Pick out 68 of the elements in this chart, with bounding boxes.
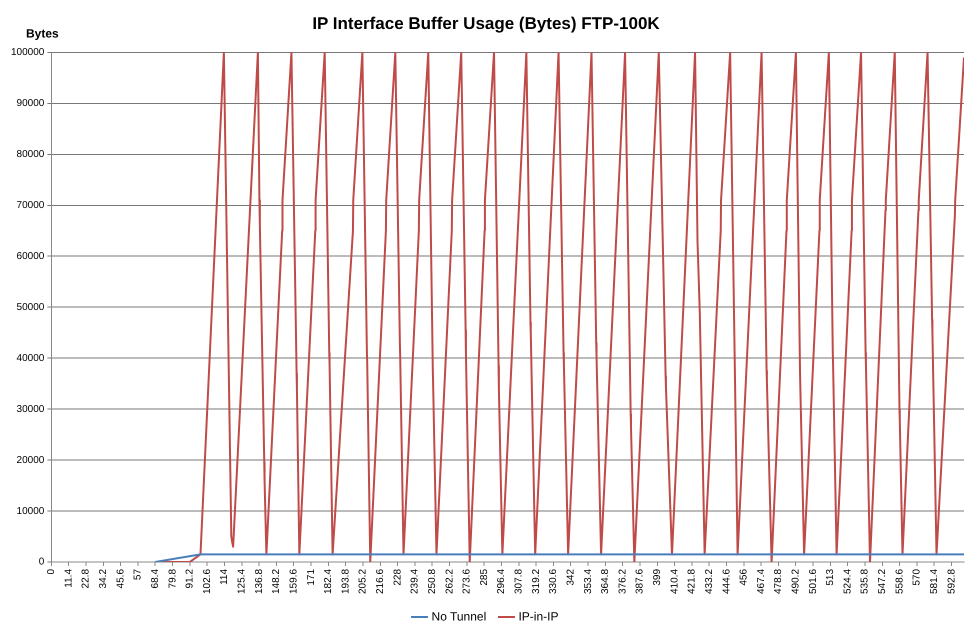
x-tick-label: 11.4 bbox=[63, 568, 74, 588]
x-tick-label: 399 bbox=[652, 568, 664, 586]
x-tick-label: 91.2 bbox=[184, 568, 196, 588]
x-tick-label: 444.6 bbox=[721, 568, 732, 594]
x-tick-label: 34.2 bbox=[98, 568, 110, 588]
x-tick-label: 342 bbox=[565, 568, 576, 586]
x-tick-label: 467.4 bbox=[756, 568, 767, 594]
x-tick-label: 376.2 bbox=[617, 568, 628, 594]
y-tick-label: 70000 bbox=[16, 200, 45, 212]
y-tick-label: 20000 bbox=[16, 454, 45, 466]
x-tick-label: 592.8 bbox=[946, 568, 958, 594]
x-tick-label: 456 bbox=[738, 568, 750, 586]
x-tick-label: 513 bbox=[825, 568, 836, 586]
x-tick-label: 296.4 bbox=[496, 568, 508, 594]
x-tick-label: 570 bbox=[912, 568, 923, 586]
y-tick-label: 60000 bbox=[16, 250, 45, 262]
x-tick-label: 0 bbox=[46, 568, 58, 575]
x-tick-label: 57 bbox=[132, 568, 144, 580]
x-tick-label: 524.4 bbox=[842, 568, 854, 594]
legend-label: No Tunnel bbox=[432, 609, 486, 624]
x-tick-label: 205.2 bbox=[358, 568, 369, 594]
y-tick-label: 50000 bbox=[16, 302, 45, 313]
x-tick-label: 421.8 bbox=[686, 568, 698, 594]
x-tick-label: 330.6 bbox=[548, 568, 560, 594]
x-tick-label: 262.2 bbox=[444, 568, 456, 594]
x-tick-label: 558.6 bbox=[894, 568, 906, 594]
y-tick-label: 30000 bbox=[16, 404, 45, 415]
y-tick-label: 80000 bbox=[16, 149, 45, 160]
x-tick-label: 228 bbox=[392, 568, 404, 586]
x-tick-label: 285 bbox=[478, 568, 490, 586]
chart-title: IP Interface Buffer Usage (Bytes) FTP-100K bbox=[312, 14, 660, 33]
x-tick-label: 171 bbox=[306, 568, 317, 586]
y-tick-label: 0 bbox=[38, 556, 45, 568]
x-tick-label: 182.4 bbox=[323, 568, 334, 594]
x-tick-label: 216.6 bbox=[375, 568, 386, 594]
x-tick-label: 490.2 bbox=[790, 568, 802, 594]
x-tick-label: 193.8 bbox=[340, 568, 352, 594]
x-tick-label: 148.2 bbox=[271, 568, 282, 594]
x-tick-label: 581.4 bbox=[928, 568, 940, 594]
x-tick-label: 79.8 bbox=[167, 568, 178, 588]
x-tick-label: 535.8 bbox=[860, 568, 871, 594]
x-tick-label: 307.8 bbox=[514, 568, 525, 594]
legend-label: IP-in-IP bbox=[518, 609, 558, 624]
y-tick-label: 100000 bbox=[10, 47, 45, 58]
x-tick-label: 273.6 bbox=[462, 568, 473, 594]
y-tick-label: 10000 bbox=[16, 506, 45, 517]
x-tick-label: 114 bbox=[219, 568, 230, 585]
x-tick-label: 102.6 bbox=[202, 568, 213, 594]
x-tick-label: 353.4 bbox=[582, 568, 594, 594]
x-tick-label: 22.8 bbox=[80, 568, 92, 588]
x-tick-label: 364.8 bbox=[600, 568, 612, 594]
y-axis-title: Bytes bbox=[26, 26, 60, 40]
x-tick-label: 547.2 bbox=[877, 568, 888, 594]
y-tick-label: 90000 bbox=[16, 98, 45, 110]
x-tick-label: 159.6 bbox=[288, 568, 300, 594]
x-tick-label: 68.4 bbox=[150, 568, 161, 588]
x-tick-label: 319.2 bbox=[530, 568, 542, 594]
x-tick-label: 239.4 bbox=[410, 568, 421, 594]
x-tick-label: 410.4 bbox=[669, 568, 680, 594]
x-tick-label: 387.6 bbox=[634, 568, 646, 594]
x-tick-label: 250.8 bbox=[426, 568, 438, 594]
y-tick-label: 40000 bbox=[16, 352, 45, 364]
x-tick-label: 501.6 bbox=[808, 568, 819, 594]
x-tick-label: 478.8 bbox=[773, 568, 784, 594]
x-tick-label: 433.2 bbox=[704, 568, 715, 594]
x-tick-label: 136.8 bbox=[254, 568, 265, 594]
x-tick-label: 45.6 bbox=[115, 568, 126, 588]
x-tick-label: 125.4 bbox=[236, 568, 248, 594]
